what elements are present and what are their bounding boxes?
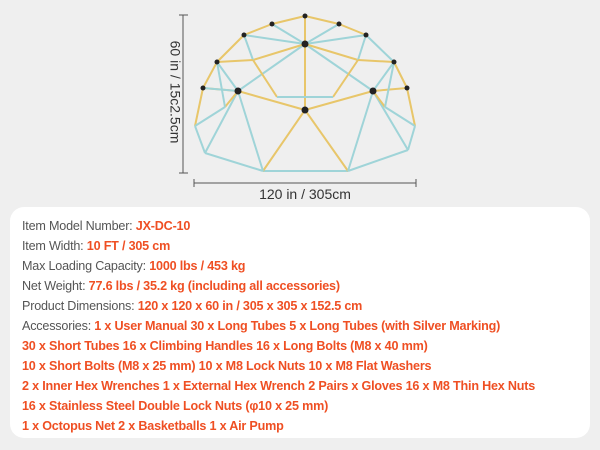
accessories-line: 2 x Inner Hex Wrenches 1 x External Hex … [22,379,536,393]
climbing-handle-node [269,21,275,27]
specs-list: Item Model Number: JX-DC-10 Item Width: … [22,216,535,436]
tube [216,59,254,63]
width-dimension: 120 in / 305cm [259,186,351,202]
tube [384,106,416,127]
tube [304,15,340,25]
spec-model: Item Model Number: JX-DC-10 [22,219,191,233]
tube [304,90,374,111]
spec-dimensions: Product Dimensions: 120 x 120 x 60 in / … [22,299,363,313]
tube [357,59,395,63]
tube [372,87,408,92]
tube [407,125,416,151]
tube [252,59,278,98]
climbing-handle-node [391,59,397,65]
tube [393,61,408,89]
dome-climber-image [179,13,417,187]
tube [347,90,374,172]
tube [384,61,395,108]
tube [304,109,349,172]
tube [372,61,395,92]
tube [194,87,204,127]
tube [194,106,226,127]
tube [237,90,306,111]
tube [304,23,340,45]
tube [304,43,359,61]
climbing-handle-node [302,13,308,19]
tube [304,34,367,45]
tube [338,23,367,36]
tube [202,61,218,89]
climbing-handle-node [200,85,206,91]
tube [194,125,206,154]
spec-weight: Net Weight: 77.6 lbs / 35.2 kg (includin… [22,279,340,293]
accessories-line: 16 x Stainless Steel Double Lock Nuts (φ… [22,399,329,413]
tube [243,34,254,61]
climbing-handle-node [404,85,410,91]
climbing-handle-node [336,21,342,27]
specs-panel [10,207,590,438]
tube [262,109,306,172]
tube [216,61,239,92]
tube [204,90,239,154]
tube [372,90,409,151]
tube [216,34,245,63]
accessories-line: 10 x Short Bolts (M8 x 25 mm) 10 x M8 Lo… [22,359,432,373]
climbing-handle-node [214,59,220,65]
climbing-handle-node [363,32,369,38]
tube [243,23,273,36]
tube [216,61,226,108]
tube [252,43,306,61]
tube [271,15,306,25]
tube [202,87,239,92]
accessories-line: 1 x Octopus Net 2 x Basketballs 1 x Air … [22,419,284,433]
tube [332,59,359,98]
tube [243,34,306,45]
height-dimension: 60 in / 15c2.5cm [167,40,184,144]
tube [406,87,416,127]
tube [237,90,264,172]
spec-capacity: Max Loading Capacity: 1000 lbs / 453 kg [22,259,246,273]
tube [237,43,306,92]
tube [357,34,367,61]
climbing-handle-node [369,87,377,95]
tube [304,43,374,92]
spec-width: Item Width: 10 FT / 305 cm [22,239,171,253]
climbing-handle-node [301,40,309,48]
spec-accessories: Accessories: 1 x User Manual 30 x Long T… [22,319,501,333]
tube [347,149,409,172]
climbing-handle-node [241,32,247,38]
tube [271,23,306,45]
accessories-line: 30 x Short Tubes 16 x Climbing Handles 1… [22,339,428,353]
tube [365,34,395,63]
climbing-handle-node [234,87,242,95]
tube [204,152,264,172]
climbing-handle-node [301,106,309,114]
